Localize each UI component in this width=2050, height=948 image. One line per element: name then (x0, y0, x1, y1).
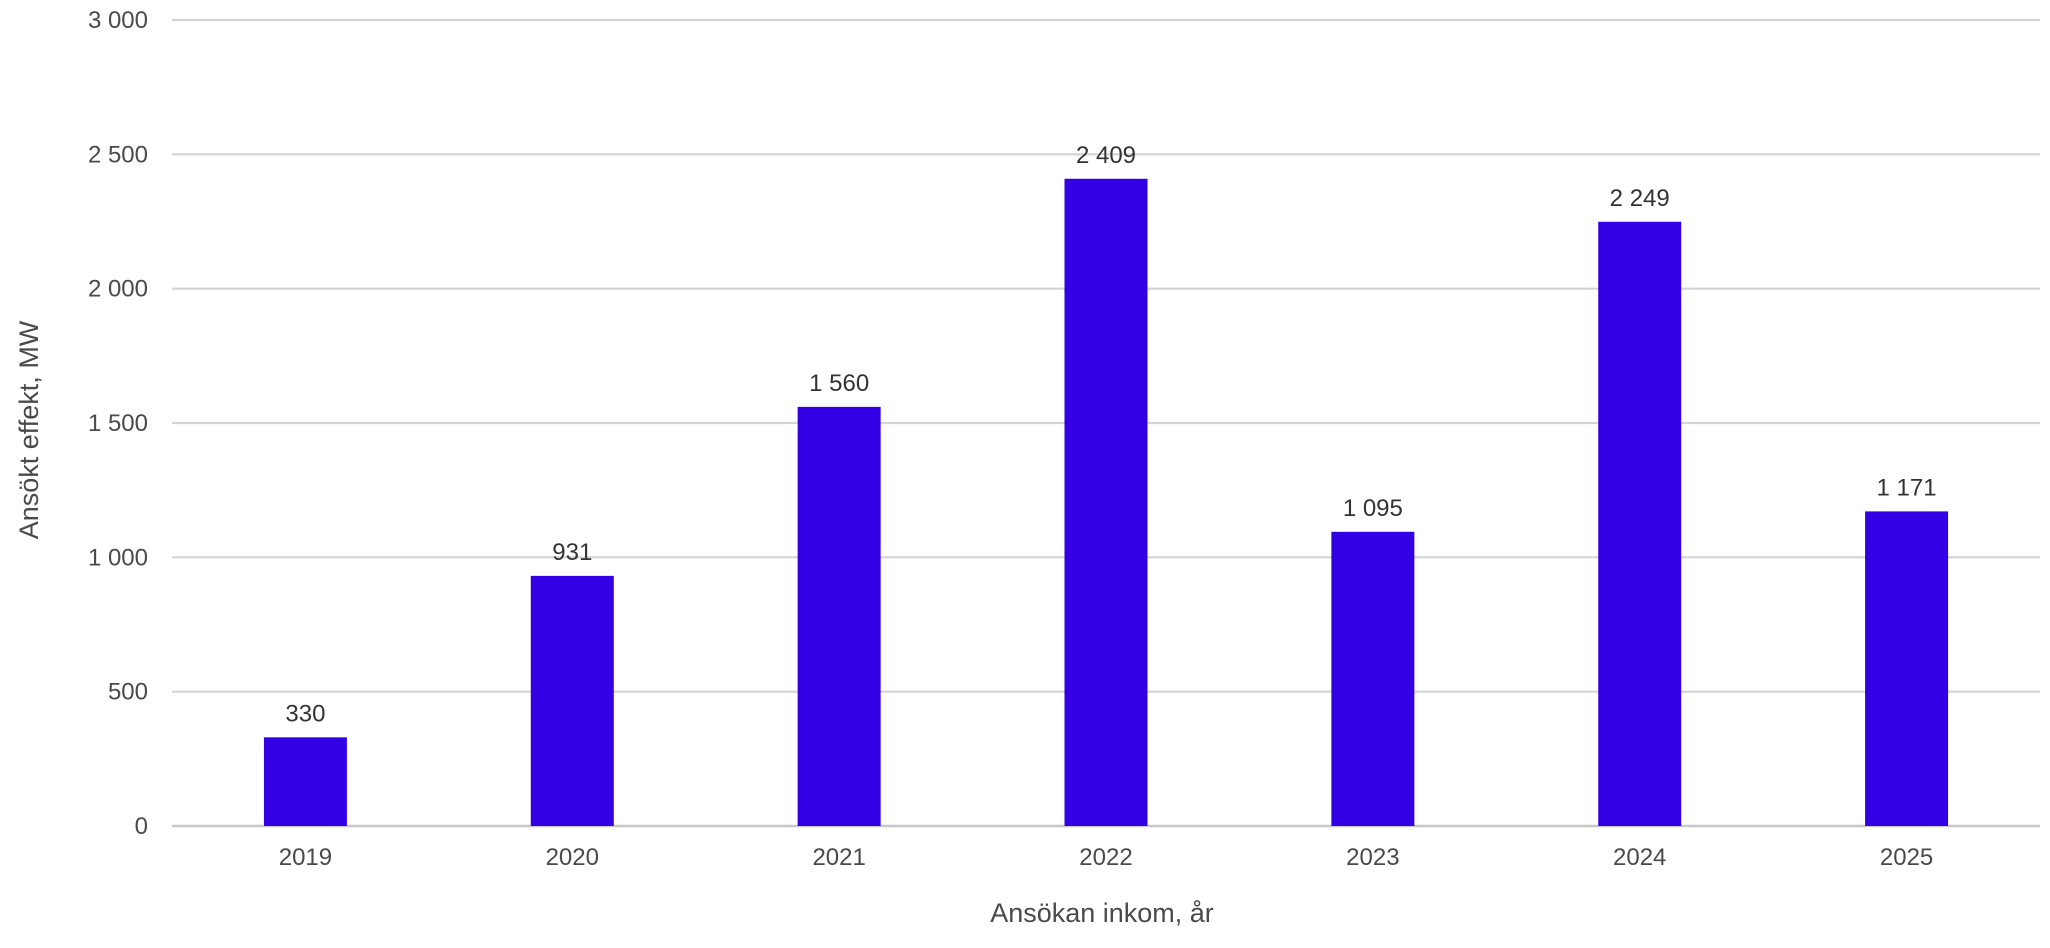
x-tick-label-2022: 2022 (1079, 844, 1132, 871)
bar-2022 (1064, 178, 1148, 827)
y-axis-ticks: 0 500 1 000 1 500 2 000 2 500 3 000 (88, 7, 148, 840)
y-tick-label: 0 (135, 813, 148, 840)
x-tick-label-2024: 2024 (1613, 844, 1666, 871)
bar-2020 (530, 575, 614, 826)
data-label-2023: 1 095 (1343, 495, 1403, 522)
y-tick-label: 500 (108, 679, 148, 706)
data-labels: 330 931 1 560 2 409 1 095 2 249 1 171 (285, 142, 1936, 728)
bar-2025 (1865, 511, 1949, 826)
y-tick-label: 1 500 (88, 410, 148, 437)
data-label-2025: 1 171 (1877, 474, 1937, 501)
bars (263, 178, 1949, 827)
x-axis-title: Ansökan inkom, år (990, 898, 1214, 928)
x-tick-label-2023: 2023 (1346, 844, 1399, 871)
y-axis-title: Ansökt effekt, MW (14, 320, 44, 539)
y-tick-label: 2 000 (88, 276, 148, 303)
data-label-2022: 2 409 (1076, 142, 1136, 169)
data-label-2020: 931 (552, 539, 592, 566)
x-axis-ticks: 2019 2020 2021 2022 2023 2024 2025 (279, 844, 1934, 871)
y-tick-label: 1 000 (88, 544, 148, 571)
x-tick-label-2019: 2019 (279, 844, 332, 871)
bar-2021 (797, 406, 881, 826)
data-label-2019: 330 (285, 700, 325, 727)
y-tick-label: 3 000 (88, 7, 148, 34)
bar-2023 (1331, 531, 1415, 826)
bar-2019 (263, 737, 347, 826)
x-tick-label-2025: 2025 (1880, 844, 1933, 871)
data-label-2021: 1 560 (809, 370, 869, 397)
x-tick-label-2021: 2021 (812, 844, 865, 871)
bar-2024 (1598, 221, 1682, 826)
x-tick-label-2020: 2020 (546, 844, 599, 871)
data-label-2024: 2 249 (1610, 185, 1670, 212)
y-tick-label: 2 500 (88, 141, 148, 168)
